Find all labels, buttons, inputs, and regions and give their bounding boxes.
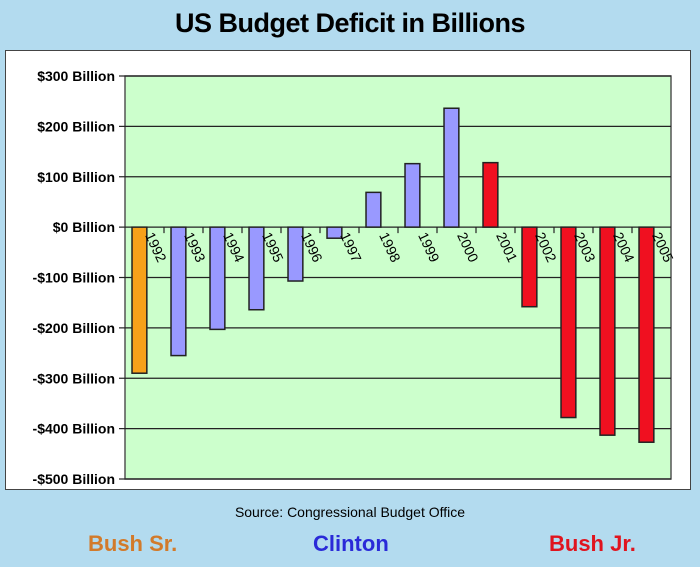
y-tick-label: $0 Billion	[53, 219, 115, 235]
y-tick-label: $200 Billion	[37, 118, 115, 134]
y-tick-label: -$200 Billion	[33, 320, 115, 336]
legend-clinton: Clinton	[313, 531, 389, 556]
source-note: Source: Congressional Budget Office	[234, 504, 466, 520]
y-tick-label: -$100 Billion	[33, 270, 115, 286]
bar-1997	[326, 226, 343, 239]
chart-title: US Budget Deficit in Billions	[174, 8, 526, 38]
chart-panel: $300 Billion $200 Billion $100 Billion $0 B…	[5, 50, 691, 490]
bar-1998	[365, 191, 382, 228]
y-tick-label: $300 Billion	[37, 68, 115, 84]
y-tick-label: -$300 Billion	[33, 370, 115, 386]
bar-1993	[170, 226, 187, 357]
bar-chart: $300 Billion $200 Billion $100 Billion $0 B…	[33, 68, 677, 487]
legend-bush-jr: Bush Jr.	[549, 531, 636, 556]
bar-1999	[404, 162, 421, 228]
bar-2004	[599, 226, 616, 436]
bar-2003	[560, 226, 577, 419]
bar-1992	[131, 226, 148, 374]
bar-1994	[209, 226, 226, 331]
bar-2001	[482, 161, 499, 228]
bar-1996	[287, 226, 304, 282]
y-tick-label: -$400 Billion	[33, 421, 115, 437]
y-tick-label: $100 Billion	[37, 169, 115, 185]
bar-2002	[521, 226, 538, 308]
bar-2005	[638, 226, 655, 443]
bar-2000	[443, 107, 460, 228]
y-tick-label: -$500 Billion	[33, 471, 115, 487]
bar-1995	[248, 226, 265, 311]
legend-bush-sr: Bush Sr.	[88, 531, 178, 556]
